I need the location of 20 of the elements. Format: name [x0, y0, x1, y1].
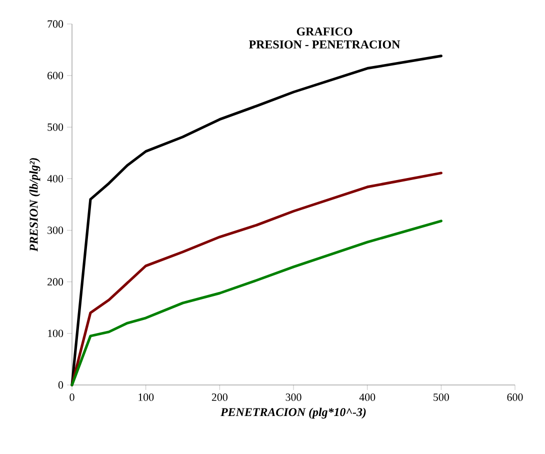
y-tick-label: 400: [47, 175, 64, 182]
text: PRESION - PENETRACION: [248, 40, 400, 48]
x-tick-label: 200: [212, 394, 228, 401]
x-tick-label: 400: [359, 394, 376, 401]
x-tick-label: 600: [507, 394, 523, 401]
x-tick-label: 500: [434, 394, 449, 401]
x-tick-label: 300: [286, 394, 302, 401]
y-tick-label: 300: [48, 226, 64, 234]
y-tick-label: 700: [48, 20, 64, 28]
y-tick-label: 600: [48, 72, 64, 80]
x-axis-title: PENETRACION (plg*10^-3): [220, 408, 366, 419]
chart-title: GRAFICO: [296, 28, 352, 36]
y-tick-label: 100: [48, 330, 64, 338]
line-series: [70, 220, 442, 386]
x-tick-label: 100: [138, 394, 154, 401]
y-tick-label: 200: [48, 278, 64, 286]
y-axis-title: PRESION (lb/plg²): [29, 158, 40, 252]
x-tick-label: 0: [70, 394, 74, 401]
y-tick-label: 0: [58, 381, 64, 389]
y-tick-label: 500: [48, 123, 64, 131]
